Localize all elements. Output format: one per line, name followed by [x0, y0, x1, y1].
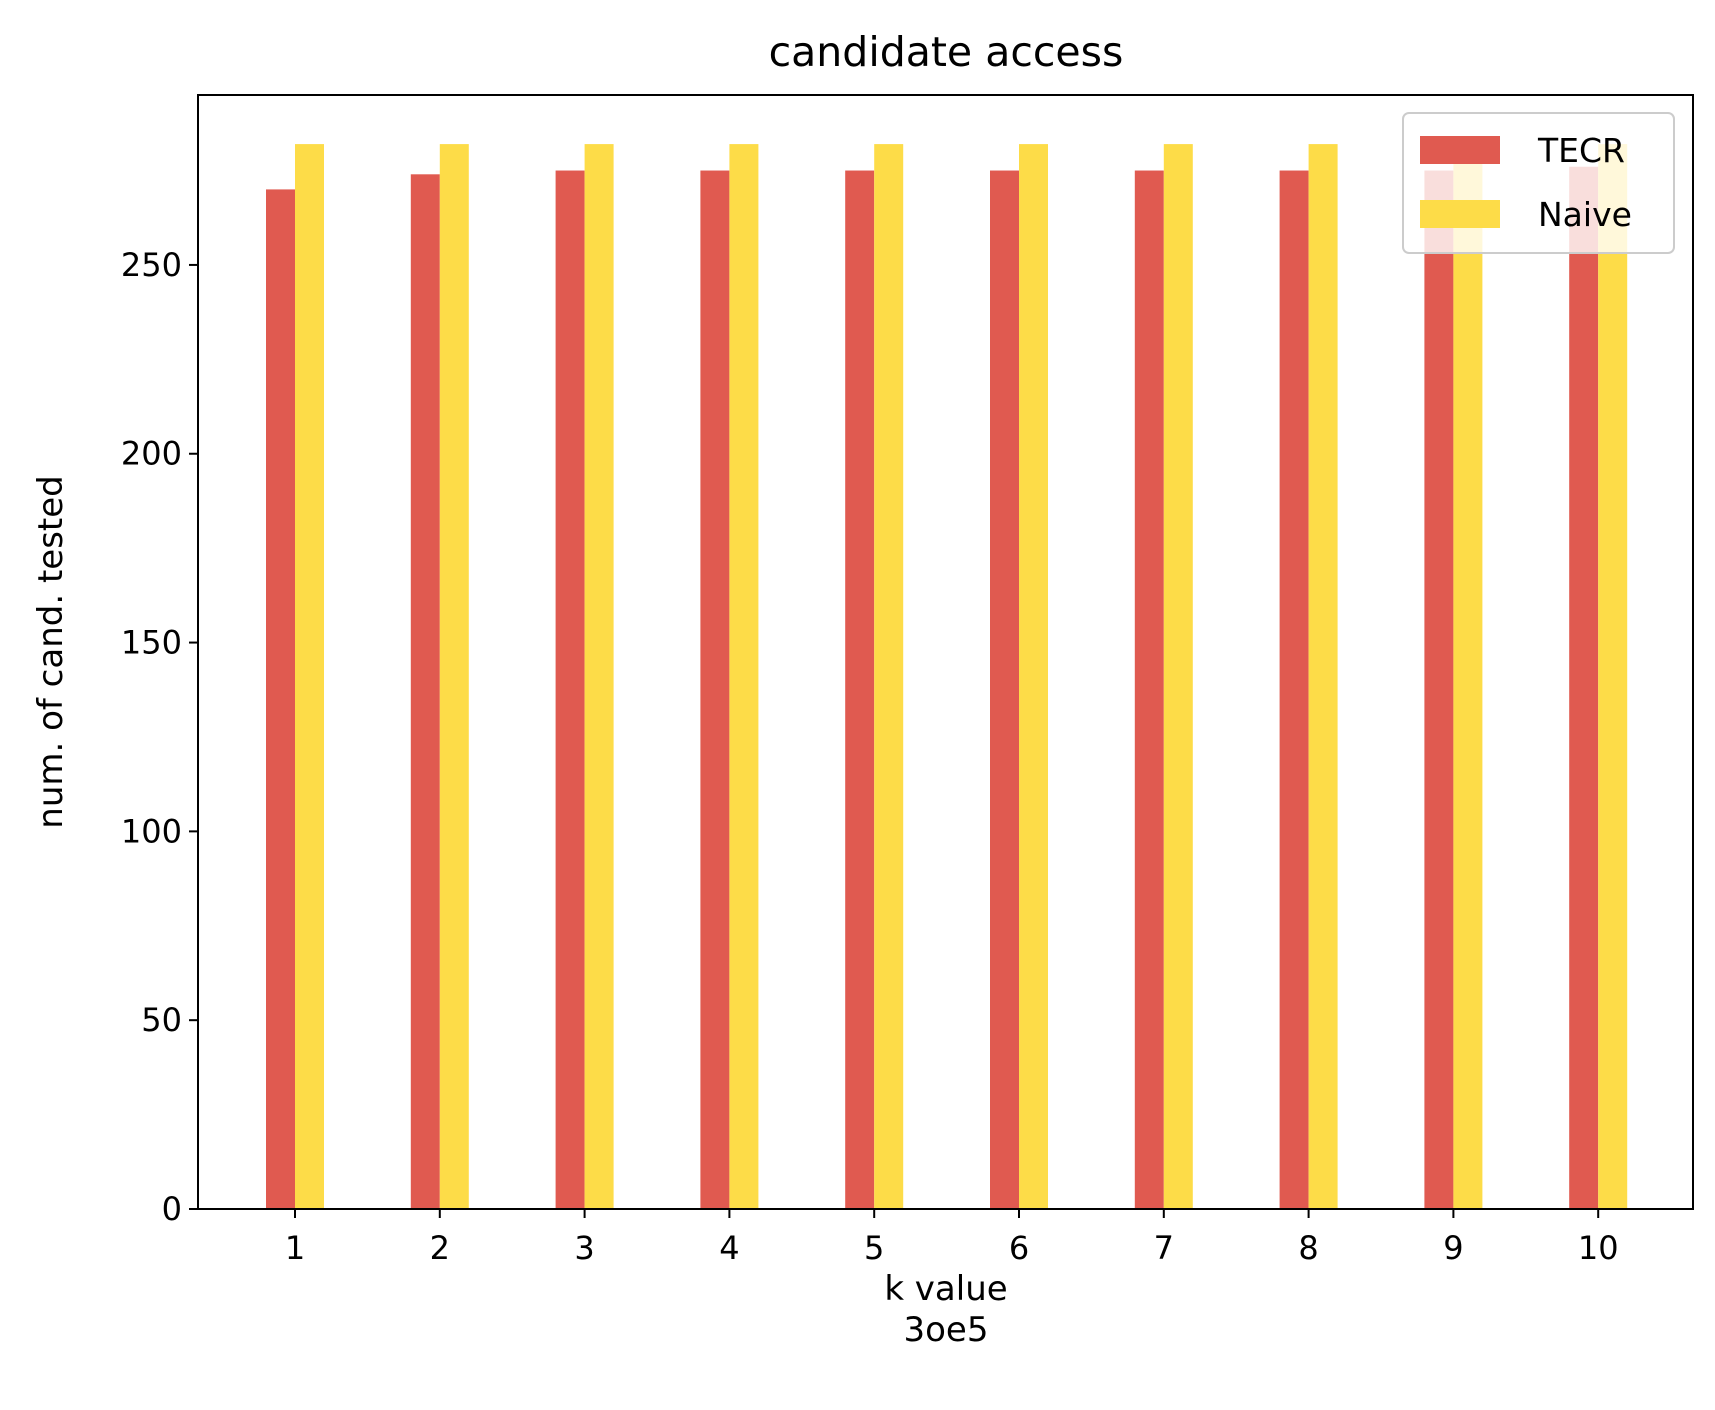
plot-area — [197, 94, 1694, 1210]
x-tick-label-8: 8 — [1298, 1229, 1318, 1267]
bar-naive-3 — [584, 144, 614, 1209]
x-tick-label-6: 6 — [1009, 1229, 1029, 1267]
chart-title: candidate access — [769, 28, 1124, 76]
bar-naive-9 — [1453, 144, 1483, 1209]
bar-naive-4 — [729, 144, 759, 1209]
x-tick-label-7: 7 — [1154, 1229, 1174, 1267]
legend-swatch-naive — [1420, 200, 1500, 228]
bar-tecr-4 — [700, 170, 730, 1210]
bar-tecr-10 — [1569, 166, 1599, 1209]
x-tick-label-4: 4 — [719, 1229, 739, 1267]
bar-tecr-6 — [990, 170, 1019, 1210]
x-tick-label-10: 10 — [1578, 1229, 1619, 1267]
x-tick-label-2: 2 — [430, 1229, 450, 1267]
bar-tecr-7 — [1134, 170, 1164, 1210]
x-axis-sublabel: 3oe5 — [904, 1310, 989, 1350]
bar-naive-5 — [874, 144, 904, 1209]
y-axis: 0 50 100 150 200 250 — [121, 246, 198, 1228]
x-tick-label-1: 1 — [285, 1229, 305, 1267]
legend-label-tecr: TECR — [1537, 131, 1625, 170]
bar-naive-8 — [1308, 144, 1338, 1209]
legend-label-naive: Naive — [1538, 195, 1632, 234]
bar-tecr-1 — [266, 189, 295, 1209]
bar-naive-7 — [1163, 144, 1193, 1209]
bar-naive-2 — [439, 144, 469, 1209]
x-axis-label: k value — [884, 1269, 1007, 1309]
y-tick-label-200: 200 — [121, 435, 182, 473]
y-tick-label-150: 150 — [121, 624, 182, 662]
bar-naive-6 — [1019, 144, 1048, 1209]
bar-naive-1 — [295, 144, 324, 1209]
bar-tecr-3 — [555, 170, 585, 1210]
bar-tecr-5 — [845, 170, 875, 1210]
y-tick-label-50: 50 — [141, 1001, 182, 1039]
y-tick-label-100: 100 — [121, 812, 182, 850]
y-tick-label-250: 250 — [121, 246, 182, 284]
bar-tecr-9 — [1424, 170, 1454, 1210]
bars — [266, 144, 1628, 1210]
y-tick-label-0: 0 — [162, 1190, 182, 1228]
bar-tecr-2 — [410, 174, 440, 1209]
x-tick-label-3: 3 — [574, 1229, 594, 1267]
bar-tecr-8 — [1279, 170, 1309, 1210]
legend: TECR Naive — [1402, 112, 1675, 254]
y-axis-label: num. of cand. tested — [31, 475, 71, 828]
x-tick-label-5: 5 — [864, 1229, 884, 1267]
legend-swatch-tecr — [1420, 136, 1500, 164]
bar-naive-10 — [1598, 144, 1628, 1209]
x-axis: 1 2 3 4 5 6 7 8 9 10 — [285, 1209, 1619, 1267]
x-tick-label-9: 9 — [1443, 1229, 1463, 1267]
